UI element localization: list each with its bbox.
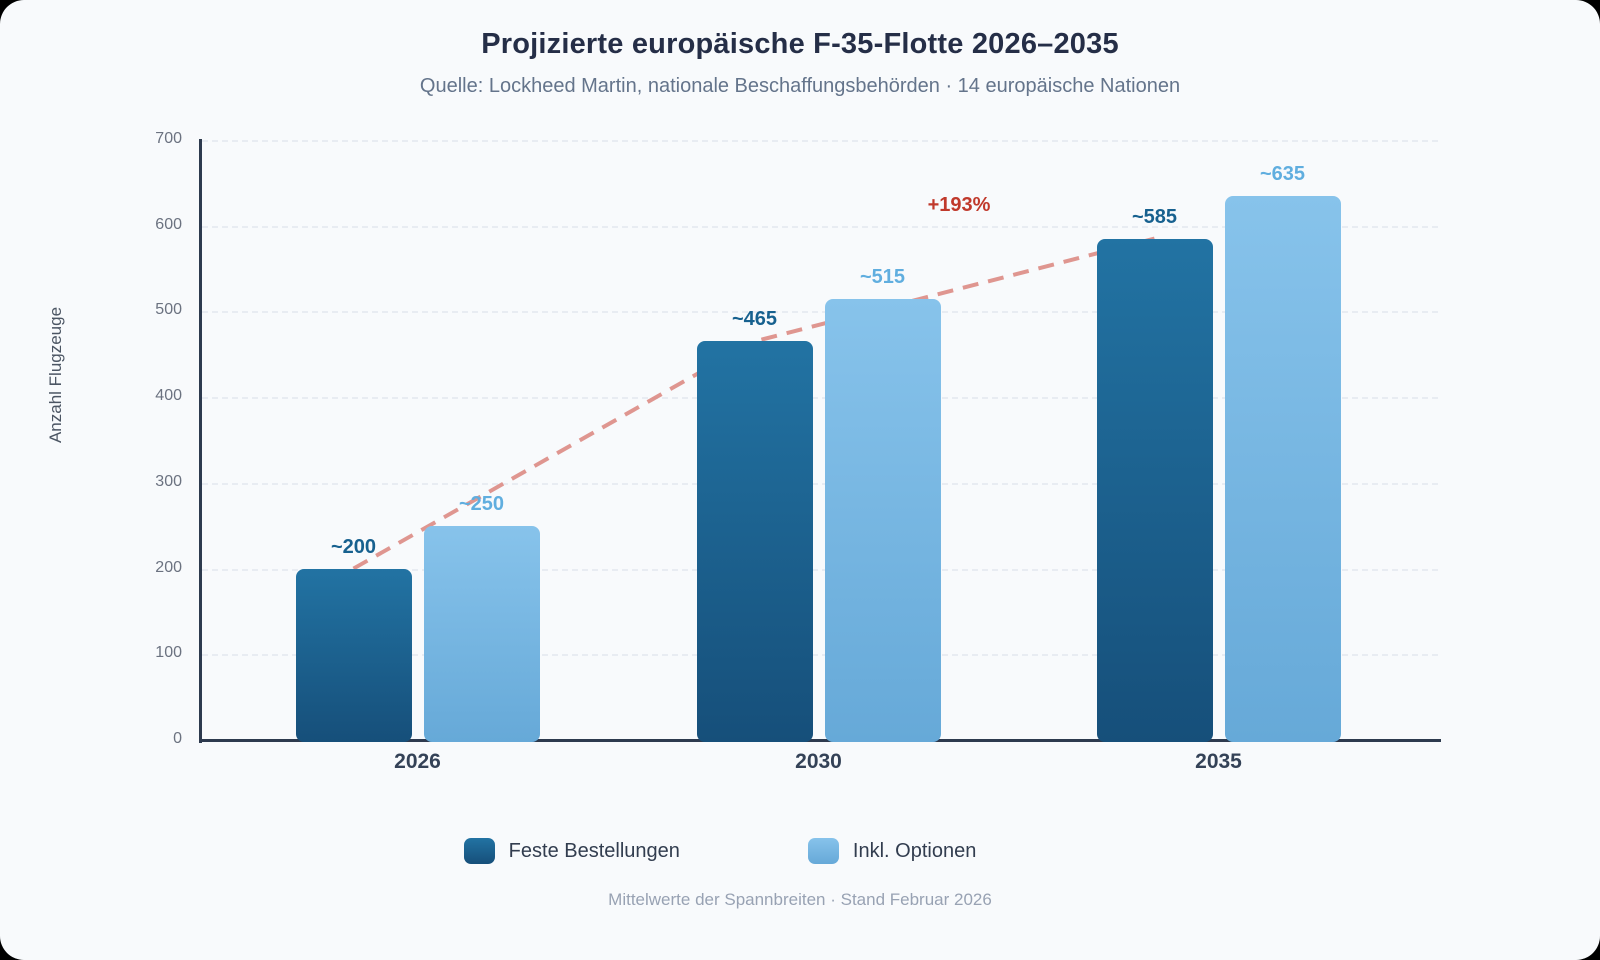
footer-note: Mittelwerte der Spannbreiten · Stand Feb… [608, 890, 992, 909]
legend-label-options: Inkl. Optionen [852, 839, 977, 862]
x-label-2026: 2026 [394, 750, 441, 773]
gridline-500 [202, 311, 1438, 314]
bar-2035-firm-orders [1096, 238, 1213, 742]
firm-orders-swatch [463, 838, 495, 864]
legend: Feste Bestellungen Inkl. Optionen [0, 838, 1440, 864]
bar-2026-firm-orders [295, 568, 412, 742]
value-label-2035-firm-orders: ~585 [1131, 205, 1178, 228]
x-label-2030: 2030 [795, 750, 842, 773]
x-axis-line [199, 739, 1441, 742]
options-swatch [807, 838, 839, 864]
bar-2026-incl-options [423, 525, 540, 742]
y-tick-700: 700 [155, 130, 182, 147]
trend-annotation: +193% [927, 194, 991, 216]
x-label-2035: 2035 [1195, 750, 1242, 773]
bar-2035-incl-options [1224, 195, 1341, 742]
gridline-400 [202, 397, 1438, 400]
y-tick-200: 200 [155, 558, 182, 576]
gridline-200 [202, 568, 1438, 571]
y-axis-title: Anzahl Flugzeuge [46, 306, 65, 444]
gridline-300 [202, 482, 1438, 485]
chart-subtitle: Quelle: Lockheed Martin, nationale Besch… [419, 75, 1181, 97]
y-tick-400: 400 [155, 387, 182, 405]
page-title: Projizierte europäische F-35-Flotte 2026… [481, 28, 1119, 60]
legend-item-options: Inkl. Optionen [807, 838, 977, 864]
y-tick-600: 600 [155, 215, 182, 233]
legend-item-firm-orders: Feste Bestellungen [463, 838, 680, 864]
value-label-2030-firm-orders: ~465 [731, 308, 778, 331]
y-axis-line [199, 139, 202, 743]
gridline-600 [202, 225, 1438, 228]
value-label-2035-incl-options: ~635 [1259, 162, 1306, 185]
y-tick-0: 0 [173, 730, 182, 747]
value-label-2026-incl-options: ~250 [458, 492, 505, 515]
y-tick-500: 500 [155, 301, 182, 319]
legend-label-firm-orders: Feste Bestellungen [508, 839, 680, 862]
gridline-700 [202, 140, 1438, 142]
bar-2030-incl-options [824, 298, 941, 742]
y-tick-300: 300 [155, 472, 182, 490]
bar-2030-firm-orders [696, 341, 813, 742]
value-label-2030-incl-options: ~515 [859, 265, 906, 288]
plot-area: +193% ~200 ~250 ~465 ~515 ~585 ~635 [200, 140, 1440, 742]
gridline-100 [202, 654, 1438, 657]
y-tick-100: 100 [155, 644, 182, 662]
value-label-2026-firm-orders: ~200 [330, 535, 377, 558]
trend-line [352, 236, 1155, 571]
